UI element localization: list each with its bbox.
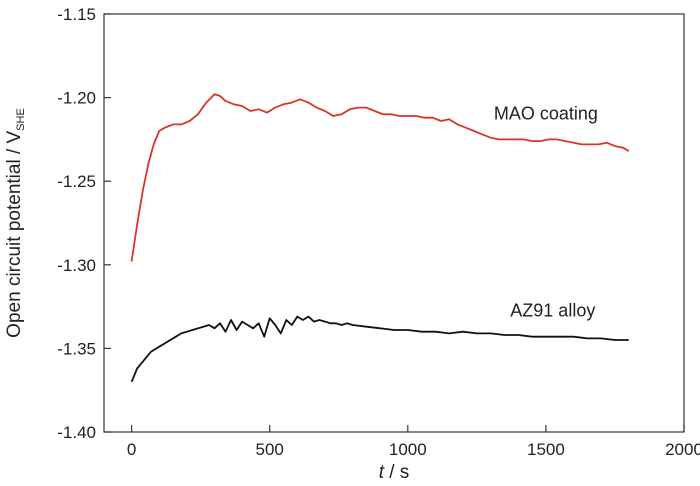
x-axis-title-unit: / s <box>384 462 409 483</box>
x-tick-label: 0 <box>127 440 136 459</box>
plot-frame <box>103 13 685 433</box>
series-label-az91-alloy: AZ91 alloy <box>510 301 595 321</box>
series-label-mao-coating: MAO coating <box>494 103 598 123</box>
y-tick-label: -1.25 <box>57 172 96 191</box>
y-axis-title-subscript: SHE <box>15 108 27 131</box>
y-tick-label: -1.35 <box>57 339 96 358</box>
y-axis-title: Open circuit potential / VSHE <box>4 108 27 338</box>
x-tick-label: 2000 <box>665 440 700 459</box>
y-axis-ticks: -1.15 -1.20 -1.25 -1.30 -1.35 -1.40 <box>57 5 111 442</box>
x-tick-label: 500 <box>256 440 284 459</box>
x-tick-label: 1000 <box>389 440 427 459</box>
x-axis-title-var: t <box>379 462 385 483</box>
series-line-az91-alloy <box>130 315 629 383</box>
y-axis-title-main: Open circuit potential / V <box>4 130 25 337</box>
series-line-mao-coating <box>130 93 630 262</box>
y-tick-label: -1.30 <box>57 256 96 275</box>
x-tick-label: 1500 <box>527 440 565 459</box>
x-axis-ticks: 0 500 1000 1500 2000 <box>127 425 700 459</box>
y-tick-label: -1.40 <box>57 423 96 442</box>
y-tick-label: -1.15 <box>57 5 96 24</box>
series-labels: MAO coating AZ91 alloy <box>494 103 598 320</box>
y-tick-label: -1.20 <box>57 89 96 108</box>
x-axis-title: t / s <box>379 462 410 483</box>
series-lines <box>130 93 630 383</box>
